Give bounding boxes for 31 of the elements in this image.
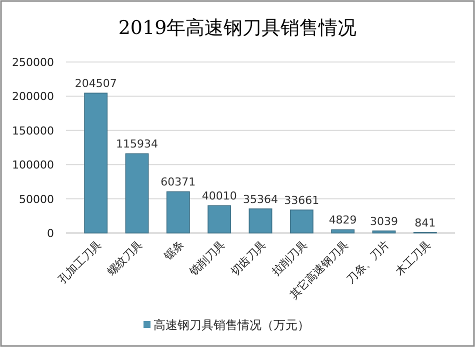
y-tick-label: 200000	[12, 90, 54, 104]
x-tick-label: 铣削刀具	[186, 238, 228, 279]
data-label: 4829	[328, 214, 357, 227]
y-tick-label: 150000	[12, 124, 54, 138]
x-tick-label: 孔加工刀具	[56, 238, 104, 286]
x-tick-label: 锯条	[160, 238, 186, 264]
bar	[290, 210, 314, 234]
x-tick-label: 螺纹刀具	[104, 238, 146, 278]
data-label: 33661	[284, 194, 320, 207]
bar	[208, 205, 232, 234]
data-label: 60371	[160, 176, 196, 189]
bar	[331, 229, 355, 234]
bar	[248, 208, 272, 234]
y-tick-label: 50000	[19, 192, 54, 206]
bar	[84, 92, 108, 234]
x-tick-label: 切齿刀具	[228, 238, 269, 278]
y-tick-label: 100000	[12, 158, 54, 172]
bar	[125, 153, 149, 234]
y-tick-label: 250000	[12, 56, 54, 69]
y-tick-label: 0	[47, 227, 54, 240]
data-label: 3039	[370, 214, 398, 228]
data-label: 40010	[202, 190, 237, 203]
data-label: 115934	[116, 138, 158, 151]
legend-label: 高速钢刀具销售情况（万元）	[154, 318, 310, 332]
bar	[372, 230, 396, 234]
x-tick-label: 木工刀具	[392, 238, 434, 278]
data-label: 841	[414, 216, 436, 230]
data-label: 35364	[243, 192, 278, 206]
data-label: 204507	[74, 77, 117, 90]
bar	[166, 191, 190, 234]
chart-title: 2019年高速钢刀具销售情况	[118, 17, 357, 39]
